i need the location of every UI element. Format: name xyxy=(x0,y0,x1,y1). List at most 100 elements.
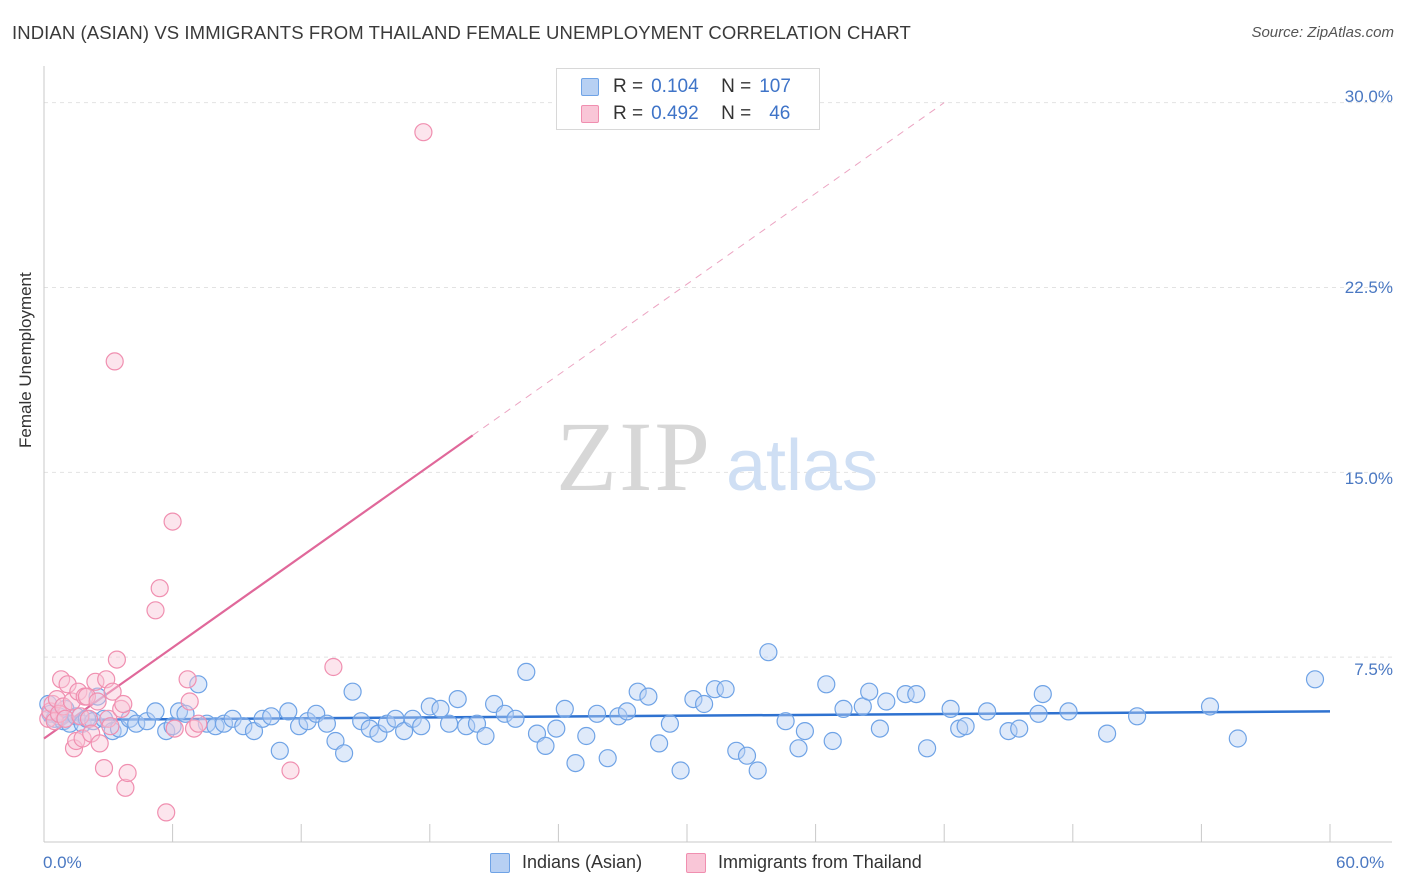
data-point-indians xyxy=(877,692,896,711)
watermark-atlas: atlas xyxy=(726,426,878,506)
data-point-indians xyxy=(555,699,574,719)
data-point-indians xyxy=(617,702,637,721)
data-point-thailand xyxy=(165,719,184,738)
data-point-indians xyxy=(566,753,585,773)
data-point-indians xyxy=(317,714,336,733)
points-layer xyxy=(39,123,1325,822)
trendline-thailand xyxy=(43,434,474,740)
data-point-indians xyxy=(467,714,487,733)
data-point-indians xyxy=(1200,697,1220,716)
data-point-indians xyxy=(457,717,476,736)
data-point-indians xyxy=(609,707,628,726)
legend-swatch-pink xyxy=(686,852,706,873)
grid-layer xyxy=(44,102,1392,658)
data-point-indians xyxy=(1059,702,1078,721)
y-tick-label: 15.0% xyxy=(1344,469,1393,488)
data-point-indians xyxy=(234,717,253,736)
data-point-thailand xyxy=(77,687,97,706)
trendline-indians xyxy=(43,710,1331,722)
legend-r-value: 0.104 xyxy=(651,76,699,97)
correlation-legend: R = 0.104 N = 107 R = 0.492 N = 46 xyxy=(556,68,820,130)
data-point-indians xyxy=(817,675,836,694)
data-point-thailand xyxy=(47,689,67,709)
data-point-indians xyxy=(628,682,647,701)
data-point-thailand xyxy=(86,672,105,691)
data-point-indians xyxy=(214,714,234,733)
legend-label: Immigrants from Thailand xyxy=(718,852,922,872)
data-point-thailand xyxy=(324,657,343,677)
data-point-thailand xyxy=(163,512,182,531)
legend-r-label: R = xyxy=(613,76,644,97)
legend-item-indians: Indians (Asian) xyxy=(490,852,642,873)
data-point-indians xyxy=(547,719,566,738)
data-point-thailand xyxy=(101,717,120,736)
data-point-indians xyxy=(694,694,714,714)
data-point-indians xyxy=(823,731,842,751)
source-credit: Source: ZipAtlas.com xyxy=(1251,24,1394,41)
data-point-indians xyxy=(577,726,596,746)
legend-label: Indians (Asian) xyxy=(522,852,643,872)
data-point-indians xyxy=(977,702,997,721)
data-point-indians xyxy=(907,684,926,704)
data-point-indians xyxy=(448,689,467,709)
trend-layer xyxy=(43,102,1331,740)
data-point-thailand xyxy=(116,778,135,797)
x-tick-label-min: 0.0% xyxy=(43,853,82,872)
data-point-indians xyxy=(343,682,362,701)
data-point-thailand xyxy=(103,682,122,701)
data-point-thailand xyxy=(73,729,92,748)
data-point-indians xyxy=(727,741,746,760)
legend-swatch-blue xyxy=(490,852,510,873)
data-point-indians xyxy=(660,714,680,733)
data-point-indians xyxy=(598,749,617,768)
data-point-indians xyxy=(639,687,658,706)
data-point-indians xyxy=(536,736,555,756)
data-point-indians xyxy=(279,702,298,721)
data-point-indians xyxy=(189,675,208,694)
data-point-indians xyxy=(420,697,439,716)
data-point-indians xyxy=(527,724,547,743)
data-point-indians xyxy=(789,739,808,758)
data-point-indians xyxy=(776,712,795,731)
data-point-indians xyxy=(860,682,879,701)
x-tick-label-max: 60.0% xyxy=(1336,853,1385,872)
data-point-indians xyxy=(684,689,703,709)
data-point-indians xyxy=(377,714,396,733)
data-point-indians xyxy=(1010,719,1029,738)
data-point-indians xyxy=(956,717,975,736)
data-point-indians xyxy=(495,704,514,723)
watermark-zip: ZIP xyxy=(556,401,712,512)
data-point-indians xyxy=(795,721,815,741)
data-point-thailand xyxy=(107,650,127,669)
data-point-thailand xyxy=(90,734,109,753)
axis-layer xyxy=(43,66,1392,843)
data-point-indians xyxy=(412,717,431,736)
data-point-indians xyxy=(395,721,414,741)
data-point-indians xyxy=(1228,729,1247,748)
data-point-indians xyxy=(587,704,607,723)
data-point-indians xyxy=(917,739,937,758)
legend-n-value: 46 xyxy=(769,103,791,124)
legend-row-indians: R = 0.104 N = 107 xyxy=(581,76,791,98)
y-tick-label: 30.0% xyxy=(1344,87,1393,106)
data-point-indians xyxy=(517,662,536,682)
legend-swatch-pink xyxy=(581,105,599,123)
data-point-thailand xyxy=(178,670,197,689)
data-point-thailand xyxy=(56,709,75,728)
legend-n-label: N = xyxy=(721,76,752,97)
data-point-indians xyxy=(476,726,495,746)
data-point-thailand xyxy=(105,352,124,371)
data-point-indians xyxy=(834,699,853,719)
data-point-thailand xyxy=(146,601,165,620)
data-point-indians xyxy=(335,744,354,763)
data-point-indians xyxy=(223,709,242,728)
data-point-indians xyxy=(431,699,450,719)
data-point-indians xyxy=(716,680,735,699)
data-point-indians xyxy=(262,707,281,726)
data-point-indians xyxy=(896,684,915,704)
data-point-indians xyxy=(870,719,890,738)
trendline-thailand-extension xyxy=(472,102,945,436)
data-point-indians xyxy=(326,731,345,751)
y-tick-label: 22.5% xyxy=(1344,278,1393,297)
data-point-thailand xyxy=(281,761,300,780)
